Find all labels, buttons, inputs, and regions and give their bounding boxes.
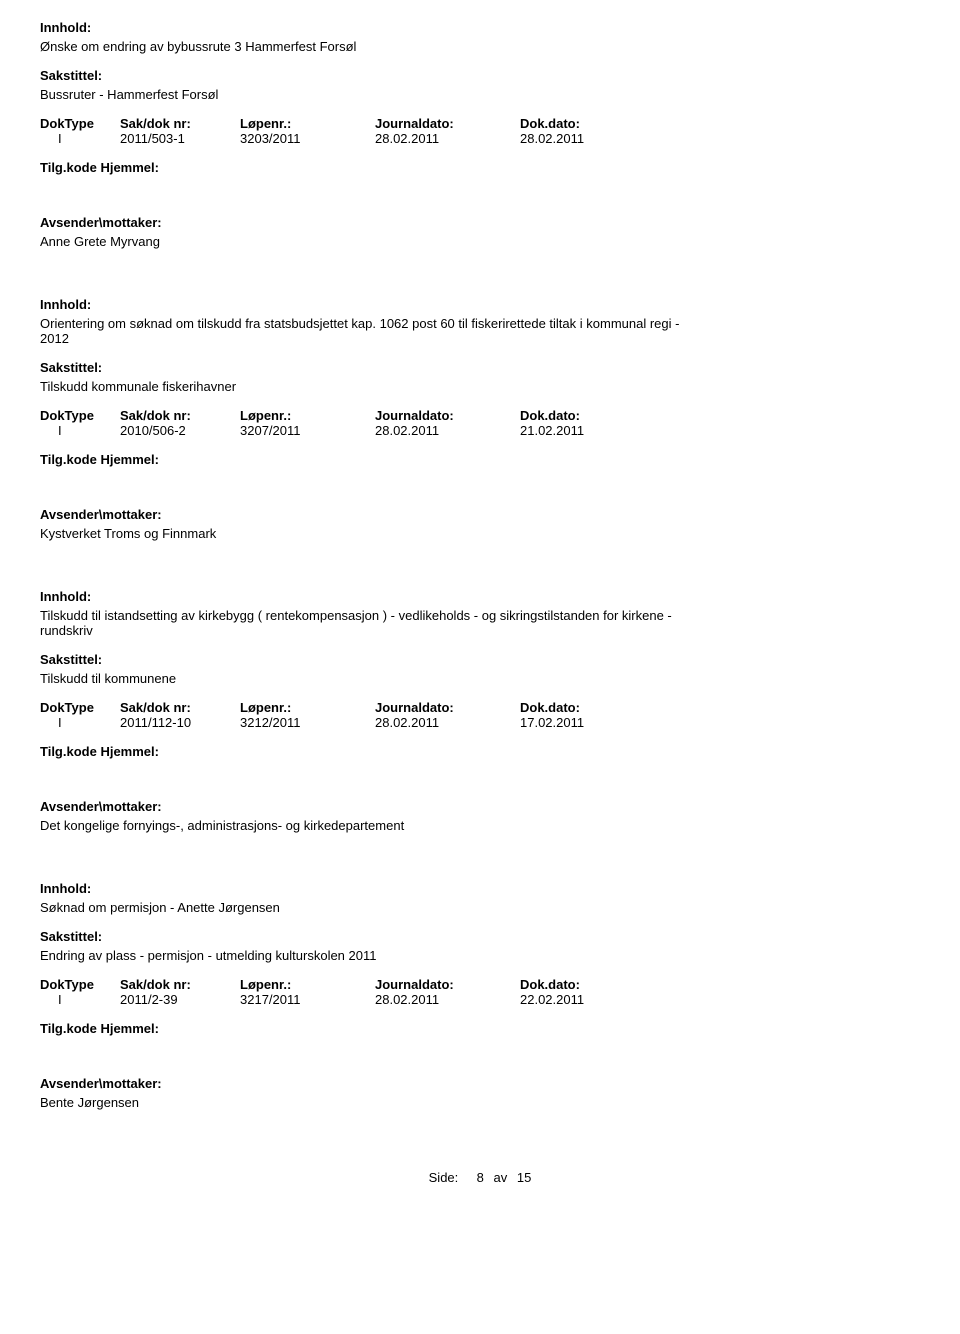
innhold-label: Innhold:	[40, 297, 920, 312]
journal-entry: Innhold: Ønske om endring av bybussrute …	[40, 20, 920, 249]
sakstittel-label: Sakstittel:	[40, 360, 920, 375]
col-header-dokdato: Dok.dato:	[520, 700, 660, 715]
journaldato-value: 28.02.2011	[375, 131, 520, 146]
innhold-text: Søknad om permisjon - Anette Jørgensen	[40, 900, 920, 915]
dokdato-value: 22.02.2011	[520, 992, 660, 1007]
page-footer: Side: 8 av 15	[40, 1170, 920, 1185]
footer-page-current: 8	[462, 1170, 484, 1185]
innhold-text-line2: rundskriv	[40, 623, 920, 638]
tilgkode-label: Tilg.kode Hjemmel:	[40, 744, 920, 759]
avsender-label: Avsender\mottaker:	[40, 215, 920, 230]
innhold-text-line1: Tilskudd til istandsetting av kirkebygg …	[40, 608, 920, 623]
col-header-saknr: Sak/dok nr:	[120, 116, 240, 131]
table-header-row: DokType Sak/dok nr: Løpenr.: Journaldato…	[40, 977, 920, 992]
lopenr-value: 3212/2011	[240, 715, 375, 730]
table-row: I 2011/503-1 3203/2011 28.02.2011 28.02.…	[40, 131, 920, 146]
sakstittel-label: Sakstittel:	[40, 929, 920, 944]
table-row: I 2010/506-2 3207/2011 28.02.2011 21.02.…	[40, 423, 920, 438]
col-header-saknr: Sak/dok nr:	[120, 700, 240, 715]
sakstittel-label: Sakstittel:	[40, 652, 920, 667]
sakstittel-text: Endring av plass - permisjon - utmelding…	[40, 948, 920, 963]
table-header-row: DokType Sak/dok nr: Løpenr.: Journaldato…	[40, 116, 920, 131]
lopenr-value: 3217/2011	[240, 992, 375, 1007]
tilgkode-label: Tilg.kode Hjemmel:	[40, 1021, 920, 1036]
col-header-lopenr: Løpenr.:	[240, 116, 375, 131]
col-header-doktype: DokType	[40, 977, 120, 992]
avsender-text: Bente Jørgensen	[40, 1095, 920, 1110]
innhold-text-line2: 2012	[40, 331, 920, 346]
journaldato-value: 28.02.2011	[375, 992, 520, 1007]
innhold-block: Tilskudd til istandsetting av kirkebygg …	[40, 608, 920, 638]
saknr-value: 2010/506-2	[120, 423, 240, 438]
sakstittel-text: Tilskudd til kommunene	[40, 671, 920, 686]
avsender-text: Anne Grete Myrvang	[40, 234, 920, 249]
innhold-text-line1: Orientering om søknad om tilskudd fra st…	[40, 316, 920, 331]
table-row: I 2011/112-10 3212/2011 28.02.2011 17.02…	[40, 715, 920, 730]
doktype-value: I	[40, 423, 120, 438]
sakstittel-label: Sakstittel:	[40, 68, 920, 83]
saknr-value: 2011/2-39	[120, 992, 240, 1007]
col-header-lopenr: Løpenr.:	[240, 977, 375, 992]
innhold-label: Innhold:	[40, 881, 920, 896]
saknr-value: 2011/503-1	[120, 131, 240, 146]
doktype-value: I	[40, 131, 120, 146]
saknr-value: 2011/112-10	[120, 715, 240, 730]
innhold-label: Innhold:	[40, 589, 920, 604]
footer-side-label: Side:	[429, 1170, 459, 1185]
footer-av-label: av	[494, 1170, 508, 1185]
doktype-value: I	[40, 992, 120, 1007]
journaldato-value: 28.02.2011	[375, 423, 520, 438]
col-header-journaldato: Journaldato:	[375, 408, 520, 423]
avsender-label: Avsender\mottaker:	[40, 1076, 920, 1091]
innhold-label: Innhold:	[40, 20, 920, 35]
col-header-doktype: DokType	[40, 700, 120, 715]
col-header-lopenr: Løpenr.:	[240, 700, 375, 715]
journal-entry: Innhold: Søknad om permisjon - Anette Jø…	[40, 881, 920, 1110]
avsender-text: Kystverket Troms og Finnmark	[40, 526, 920, 541]
sakstittel-text: Tilskudd kommunale fiskerihavner	[40, 379, 920, 394]
col-header-dokdato: Dok.dato:	[520, 977, 660, 992]
dokdato-value: 28.02.2011	[520, 131, 660, 146]
sakstittel-text: Bussruter - Hammerfest Forsøl	[40, 87, 920, 102]
col-header-doktype: DokType	[40, 408, 120, 423]
doktype-value: I	[40, 715, 120, 730]
col-header-dokdato: Dok.dato:	[520, 408, 660, 423]
dokdato-value: 21.02.2011	[520, 423, 660, 438]
col-header-dokdato: Dok.dato:	[520, 116, 660, 131]
col-header-saknr: Sak/dok nr:	[120, 408, 240, 423]
col-header-doktype: DokType	[40, 116, 120, 131]
journal-entry: Innhold: Orientering om søknad om tilsku…	[40, 297, 920, 541]
document-page: Innhold: Ønske om endring av bybussrute …	[0, 0, 960, 1225]
journal-entry: Innhold: Tilskudd til istandsetting av k…	[40, 589, 920, 833]
col-header-journaldato: Journaldato:	[375, 977, 520, 992]
dokdato-value: 17.02.2011	[520, 715, 660, 730]
journaldato-value: 28.02.2011	[375, 715, 520, 730]
innhold-text: Ønske om endring av bybussrute 3 Hammerf…	[40, 39, 920, 54]
col-header-saknr: Sak/dok nr:	[120, 977, 240, 992]
lopenr-value: 3203/2011	[240, 131, 375, 146]
table-header-row: DokType Sak/dok nr: Løpenr.: Journaldato…	[40, 700, 920, 715]
avsender-label: Avsender\mottaker:	[40, 507, 920, 522]
table-header-row: DokType Sak/dok nr: Løpenr.: Journaldato…	[40, 408, 920, 423]
innhold-block: Orientering om søknad om tilskudd fra st…	[40, 316, 920, 346]
avsender-label: Avsender\mottaker:	[40, 799, 920, 814]
col-header-journaldato: Journaldato:	[375, 116, 520, 131]
footer-page-total: 15	[517, 1170, 531, 1185]
col-header-journaldato: Journaldato:	[375, 700, 520, 715]
table-row: I 2011/2-39 3217/2011 28.02.2011 22.02.2…	[40, 992, 920, 1007]
tilgkode-label: Tilg.kode Hjemmel:	[40, 160, 920, 175]
lopenr-value: 3207/2011	[240, 423, 375, 438]
tilgkode-label: Tilg.kode Hjemmel:	[40, 452, 920, 467]
col-header-lopenr: Løpenr.:	[240, 408, 375, 423]
avsender-text: Det kongelige fornyings-, administrasjon…	[40, 818, 920, 833]
